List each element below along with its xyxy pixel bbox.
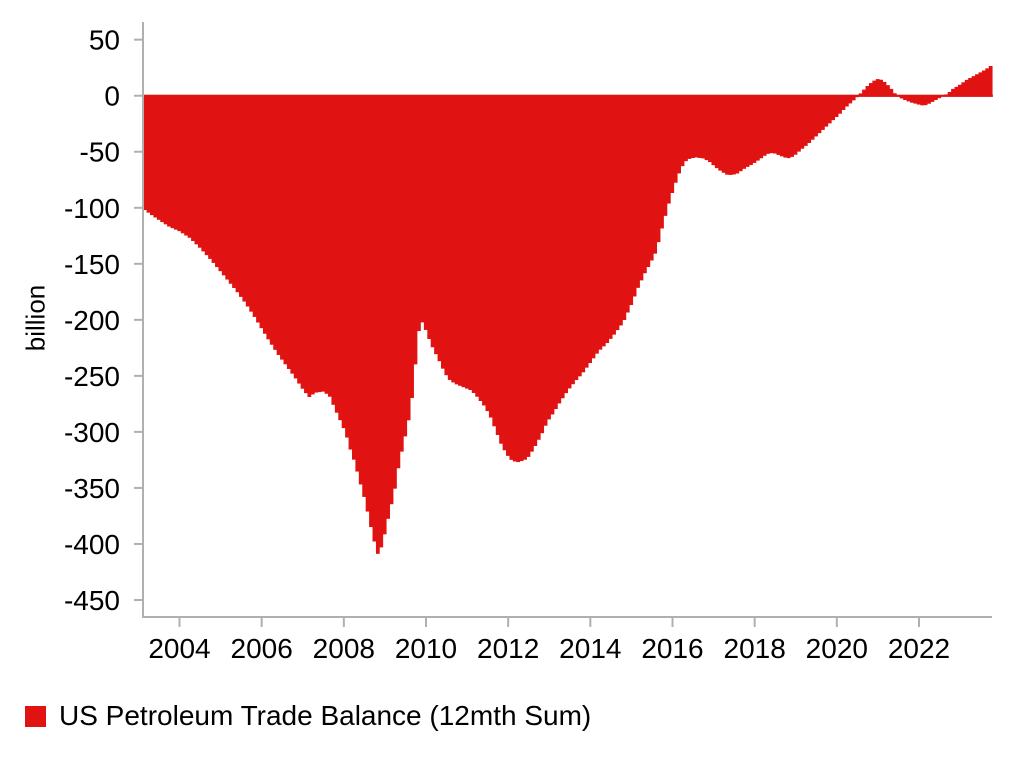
svg-text:-350: -350 (64, 473, 120, 504)
svg-text:-100: -100 (64, 193, 120, 224)
svg-text:2018: 2018 (724, 633, 786, 664)
bars-series (143, 66, 993, 554)
svg-text:50: 50 (89, 25, 120, 56)
svg-text:2010: 2010 (395, 633, 457, 664)
svg-text:-150: -150 (64, 249, 120, 280)
svg-text:-200: -200 (64, 305, 120, 336)
svg-text:2022: 2022 (888, 633, 950, 664)
svg-text:-250: -250 (64, 361, 120, 392)
svg-text:2020: 2020 (806, 633, 868, 664)
zero-baseline (143, 94, 993, 97)
y-axis-title: billion (20, 284, 51, 352)
y-tick-labels: 50 0 -50 -100 -150 -200 -250 -300 -350 -400 -450 (64, 25, 120, 616)
legend-label: US Petroleum Trade Balance (12mth Sum) (59, 700, 592, 731)
legend-swatch (25, 705, 46, 727)
svg-text:2008: 2008 (313, 633, 375, 664)
svg-text:-300: -300 (64, 417, 120, 448)
y-ticks (134, 38, 143, 602)
svg-text:2016: 2016 (641, 633, 703, 664)
svg-text:-400: -400 (64, 529, 120, 560)
svg-text:0: 0 (104, 81, 120, 112)
svg-text:2014: 2014 (559, 633, 621, 664)
x-ticks (178, 617, 920, 627)
svg-text:-450: -450 (64, 585, 120, 616)
svg-text:-50: -50 (80, 137, 120, 168)
legend: US Petroleum Trade Balance (12mth Sum) (25, 700, 591, 732)
x-tick-labels: 2004 2006 2008 2010 2012 2014 2016 2018 2020 2022 (148, 633, 950, 664)
svg-text:2012: 2012 (477, 633, 539, 664)
svg-text:2004: 2004 (148, 633, 210, 664)
svg-text:2006: 2006 (231, 633, 293, 664)
